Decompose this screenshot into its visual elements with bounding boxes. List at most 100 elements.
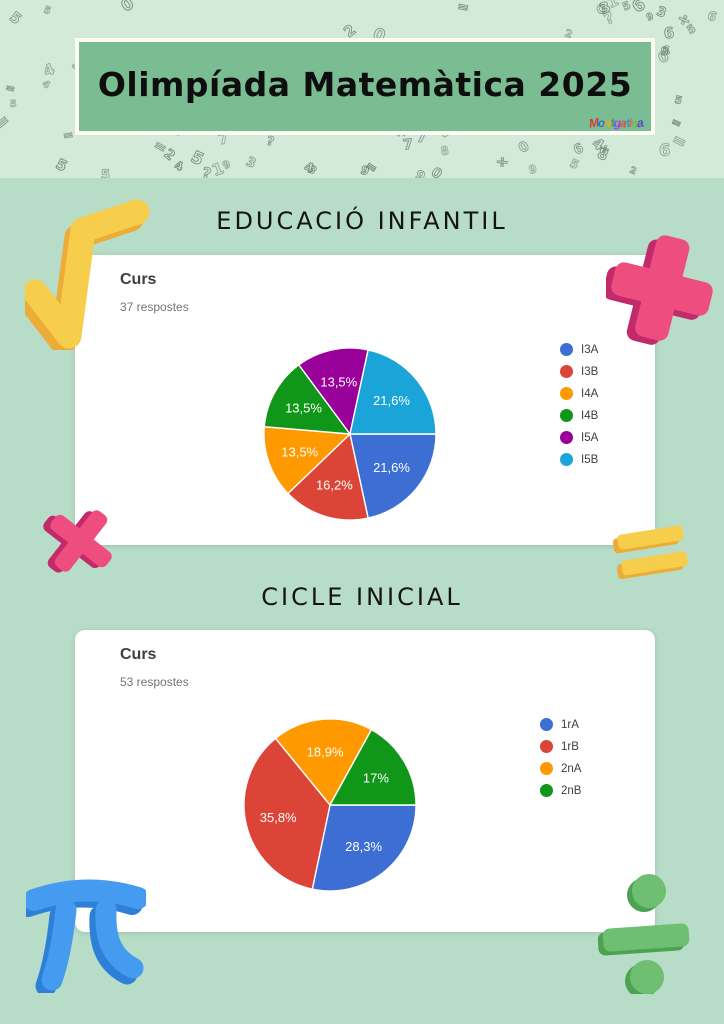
pie-chart-curs-infantil: 21,6% 16,2% 13,5% 13,5% 13,5% 21,6% bbox=[263, 347, 437, 521]
pi-icon bbox=[26, 879, 146, 993]
pattern-glyph: 9 bbox=[528, 162, 539, 177]
pattern-glyph: = bbox=[0, 110, 14, 134]
pattern-glyph: 5 bbox=[101, 167, 111, 178]
legend-item-1rA: 1rA bbox=[540, 718, 581, 731]
response-count: 53 respostes bbox=[120, 675, 189, 689]
response-card-cicle-inicial: Curs 53 respostes 28,3% 35,8% 18,9% 17% 1rA… bbox=[75, 630, 655, 932]
pattern-glyph: 5 bbox=[53, 156, 70, 176]
legend-item-2nA: 2nA bbox=[540, 762, 581, 775]
logo-letter: i bbox=[628, 116, 633, 130]
chart-legend: I3A I3B I4A I4B I5A I5B bbox=[560, 343, 598, 466]
legend-dot bbox=[540, 784, 553, 797]
pie-slice-label: 21,6% bbox=[373, 460, 410, 475]
question-title: Curs bbox=[120, 271, 157, 288]
response-count: 37 respostes bbox=[120, 300, 189, 314]
logo-letter: g bbox=[613, 116, 621, 130]
legend-dot bbox=[560, 409, 573, 422]
pattern-glyph: 9 bbox=[412, 168, 427, 178]
pie-slice-label: 17% bbox=[363, 770, 389, 785]
legend-item-I3A: I3A bbox=[560, 343, 598, 356]
legend-label: 1rA bbox=[561, 718, 579, 731]
pattern-glyph: 9 bbox=[660, 45, 670, 59]
pattern-glyph: 2 bbox=[563, 27, 574, 41]
pie-slice-label: 13,5% bbox=[320, 374, 357, 389]
pattern-glyph: = bbox=[669, 114, 684, 131]
legend-label: 2nB bbox=[561, 784, 582, 797]
legend-label: I3B bbox=[581, 365, 599, 378]
pattern-glyph: 6 bbox=[705, 8, 719, 25]
pattern-glyph: 7 bbox=[402, 137, 413, 154]
legend-label: I4A bbox=[581, 387, 599, 400]
pattern-glyph: = bbox=[4, 80, 17, 96]
banner: Olimpíada Matemàtica 2025 Montgatina bbox=[75, 38, 655, 135]
legend-item-I5A: I5A bbox=[560, 431, 598, 444]
legend-item-2nB: 2nB bbox=[540, 784, 581, 797]
legend-item-I3B: I3B bbox=[560, 365, 598, 378]
pie-slice-label: 16,2% bbox=[316, 478, 353, 493]
pie-slice-label: 28,3% bbox=[345, 839, 382, 854]
legend-dot bbox=[540, 718, 553, 731]
pattern-glyph: 6 bbox=[663, 23, 676, 42]
pattern-glyph: 5 bbox=[6, 8, 24, 28]
pattern-glyph: 9 bbox=[359, 162, 371, 178]
pattern-glyph: 8 bbox=[440, 143, 450, 158]
pattern-glyph: 3 bbox=[655, 4, 669, 21]
school-logo: Montgatina bbox=[588, 115, 645, 131]
pattern-glyph: 5 bbox=[568, 156, 581, 172]
legend-dot bbox=[560, 387, 573, 400]
pie-slice-label: 18,9% bbox=[307, 744, 344, 759]
pattern-glyph: 0 bbox=[118, 0, 137, 16]
legend-item-I5B: I5B bbox=[560, 453, 598, 466]
pattern-glyph: = bbox=[62, 126, 75, 143]
pie-slice-I5A bbox=[298, 347, 369, 435]
sqrt-icon bbox=[25, 199, 150, 350]
pie-chart-curs-cicle-inicial: 28,3% 35,8% 18,9% 17% bbox=[243, 718, 417, 892]
legend-dot bbox=[540, 762, 553, 775]
pie-slice-2nB bbox=[329, 728, 417, 806]
pattern-glyph: 9 bbox=[645, 11, 655, 24]
pattern-glyph: 4 bbox=[173, 158, 185, 174]
pattern-glyph: 2 bbox=[628, 166, 638, 178]
pattern-glyph: 0 bbox=[428, 165, 444, 178]
pattern-glyph: ? bbox=[265, 134, 275, 149]
legend-item-I4B: I4B bbox=[560, 409, 598, 422]
banner-title: Olimpíada Matemàtica 2025 bbox=[97, 65, 633, 104]
pattern-glyph: 3 bbox=[244, 154, 258, 171]
pattern-glyph: 5 bbox=[42, 5, 53, 18]
pie-slice-label: 13,5% bbox=[281, 444, 318, 459]
legend-label: 1rB bbox=[561, 740, 579, 753]
pie-slice-1rB bbox=[243, 737, 331, 890]
legend-dot bbox=[560, 343, 573, 356]
legend-label: I5A bbox=[581, 431, 599, 444]
legend-label: I5B bbox=[581, 453, 599, 466]
response-card-educacio-infantil: Curs 37 respostes 21,6% 16,2% 13,5% 13,5% 13… bbox=[75, 255, 655, 545]
pattern-glyph: 0 bbox=[516, 138, 533, 157]
pattern-glyph: = bbox=[669, 129, 690, 153]
pie-slice-1rA bbox=[311, 804, 417, 892]
times-icon bbox=[43, 510, 112, 573]
legend-label: I3A bbox=[581, 343, 599, 356]
pattern-glyph: 5 bbox=[673, 94, 683, 107]
pie-slice-I4B bbox=[263, 364, 351, 435]
equals-icon bbox=[612, 525, 688, 579]
legend-dot bbox=[540, 740, 553, 753]
pattern-glyph: = bbox=[456, 0, 470, 16]
chart-legend: 1rA 1rB 2nA 2nB bbox=[540, 718, 581, 797]
legend-item-1rB: 1rB bbox=[540, 740, 581, 753]
section-title-educacio-infantil: EDUCACIÓ INFANTIL bbox=[216, 207, 508, 235]
legend-dot bbox=[560, 365, 573, 378]
pattern-glyph: 4 bbox=[40, 78, 52, 91]
pie-slice-label: 35,8% bbox=[260, 810, 297, 825]
logo-letter: a bbox=[636, 115, 645, 131]
pie-slice-I3A bbox=[349, 433, 437, 519]
pattern-glyph: ? bbox=[200, 164, 212, 178]
legend-label: I4B bbox=[581, 409, 599, 422]
logo-letter: o bbox=[597, 116, 605, 130]
legend-item-I4A: I4A bbox=[560, 387, 598, 400]
pie-slice-label: 13,5% bbox=[285, 401, 322, 416]
pattern-glyph: 6 bbox=[659, 140, 671, 159]
legend-label: 2nA bbox=[561, 762, 582, 775]
pattern-glyph: 5 bbox=[10, 99, 17, 110]
pie-slice-2nA bbox=[274, 718, 373, 806]
